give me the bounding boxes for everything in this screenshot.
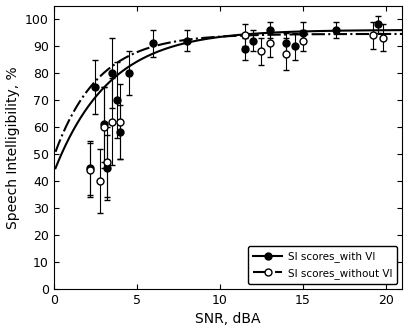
Y-axis label: Speech Intelligibility, %: Speech Intelligibility, % bbox=[6, 66, 20, 229]
Legend: SI scores_with VI, SI scores_without VI: SI scores_with VI, SI scores_without VI bbox=[248, 246, 397, 284]
X-axis label: SNR, dBA: SNR, dBA bbox=[195, 312, 261, 326]
